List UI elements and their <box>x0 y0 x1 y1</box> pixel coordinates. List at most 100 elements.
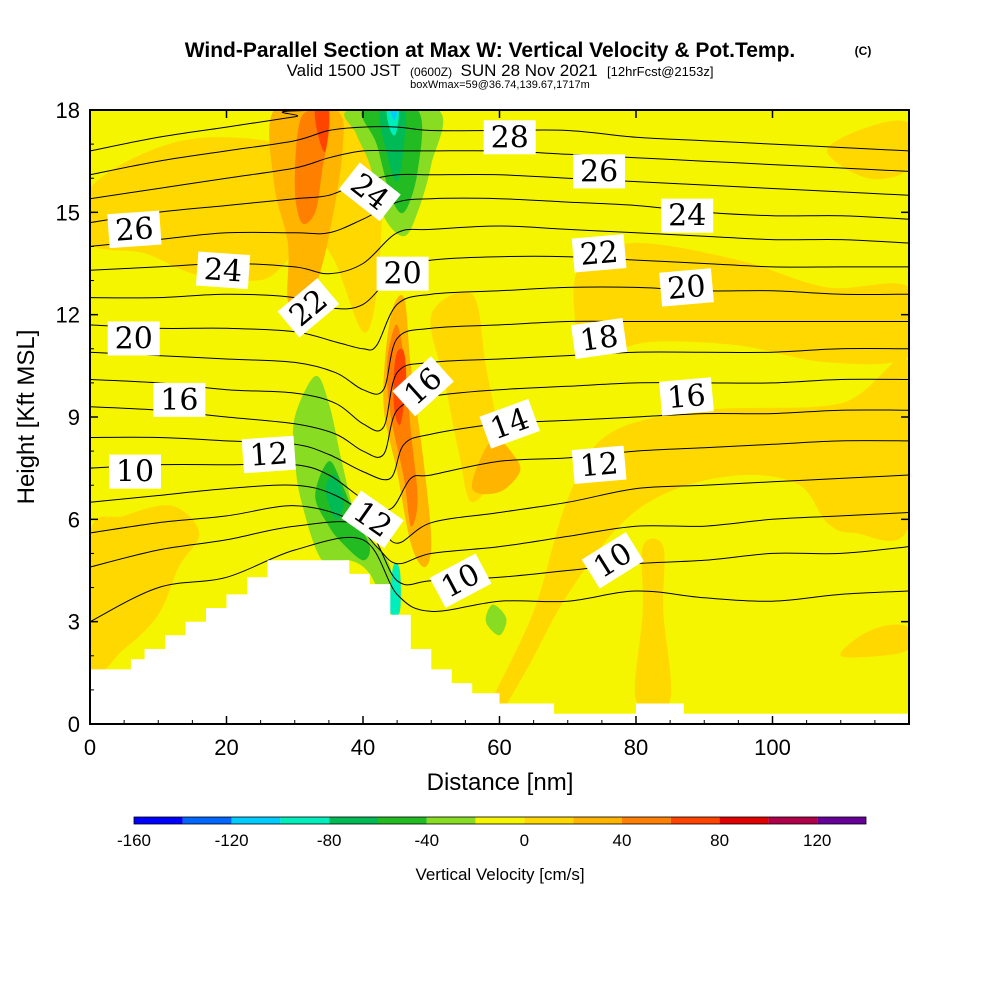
y-tick-label: 6 <box>68 507 80 532</box>
colorbar-swatch <box>622 817 671 824</box>
colorbar-swatch <box>134 817 183 824</box>
chart-subtitle: Valid 1500 JST (0600Z) SUN 28 Nov 2021 [… <box>287 61 714 80</box>
y-tick-label: 9 <box>68 405 80 430</box>
contour-label: 20 <box>107 321 160 357</box>
colorbar-swatch <box>768 817 818 824</box>
contour-label-box <box>659 377 714 416</box>
contour-label: 24 <box>661 198 714 234</box>
x-tick-label: 40 <box>351 735 375 760</box>
contour-label: 12 <box>241 435 296 474</box>
y-tick-label: 3 <box>68 610 80 635</box>
subtitle-valid: Valid 1500 JST <box>287 61 401 80</box>
contour-label-box <box>581 532 644 589</box>
vv-fill-region <box>634 538 672 712</box>
vv-fill-region <box>484 357 909 724</box>
colorbar-swatch <box>817 817 866 824</box>
y-tick-label: 15 <box>56 200 80 225</box>
axes: 0 20 40 60 80 100 0 3 6 9 12 15 18 <box>56 98 909 760</box>
contour-label-box <box>195 251 251 290</box>
vv-fill-region <box>471 440 521 495</box>
y-tick-label: 12 <box>56 303 80 328</box>
theta-contour-line <box>90 110 909 152</box>
contour-label-box <box>241 435 296 474</box>
colorbar-swatch <box>475 817 525 824</box>
contour-labels: 2624201612102224201612102826242220181416… <box>107 120 714 608</box>
contour-label-text: 10 <box>116 455 154 490</box>
colorbar-swatch <box>231 817 281 824</box>
contour-label: 12 <box>571 445 627 485</box>
theta-contour-line <box>90 149 909 200</box>
colorbar-tick-label: -80 <box>317 831 342 850</box>
theta-contour-line <box>90 255 909 310</box>
contour-label-box <box>571 445 627 485</box>
contour-label: 10 <box>109 454 161 490</box>
contour-label-box <box>573 154 626 189</box>
subtitle-date: SUN 28 Nov 2021 <box>461 61 598 80</box>
contour-label: 18 <box>570 318 628 359</box>
contour-label: 24 <box>195 251 251 290</box>
subtitle-fcst: [12hrFcst@2153z] <box>607 64 713 79</box>
vv-fill-region <box>314 110 330 152</box>
x-tick-label: 80 <box>624 735 648 760</box>
contour-label-box <box>661 198 714 233</box>
contour-label-text: 12 <box>249 436 290 474</box>
colorbar-swatch <box>329 817 378 824</box>
vv-fill-region <box>379 110 407 182</box>
contour-label: 22 <box>571 234 627 273</box>
contour-label-box <box>570 318 628 359</box>
contour-label: 16 <box>659 377 714 416</box>
vertical-velocity-fills <box>90 110 909 724</box>
contour-label-text: 20 <box>115 322 153 357</box>
terrain-mask <box>90 560 909 724</box>
vv-fill-region <box>485 604 507 636</box>
theta-contour-line <box>90 173 909 224</box>
colorbar-swatch <box>182 817 232 824</box>
x-tick-label: 100 <box>754 735 791 760</box>
contour-label: 16 <box>153 382 206 418</box>
contour-label-text: 26 <box>580 154 618 189</box>
colorbar-label: Vertical Velocity [cm/s] <box>415 865 584 884</box>
contour-label-box <box>571 234 627 273</box>
contour-label-text: 12 <box>579 446 620 484</box>
colorbar-frame <box>133 816 867 825</box>
theta-contour-line <box>90 320 909 395</box>
y-axis-label: Height [Kft MSL] <box>13 330 40 505</box>
contour-label-box <box>479 398 540 449</box>
contour-label-box <box>153 382 206 417</box>
theta-contour-line <box>90 286 909 351</box>
contour-label: 20 <box>659 268 714 307</box>
vv-fill-region <box>390 563 401 617</box>
vv-fill-region <box>390 110 398 121</box>
contour-label-box <box>341 490 404 549</box>
colorbar-tick-label: -160 <box>117 831 151 850</box>
colorbar-tick-label: -40 <box>415 831 440 850</box>
colorbar-swatch <box>524 817 574 824</box>
colorbar-swatch <box>426 817 476 824</box>
vv-fill-region <box>430 291 500 503</box>
vv-fill-region <box>325 474 344 520</box>
contour-label-text: 24 <box>668 199 706 234</box>
contour-label-box <box>109 454 161 489</box>
colorbar-tick-label: 80 <box>710 831 729 850</box>
contour-label: 28 <box>483 120 536 155</box>
contour-label-text: 16 <box>666 378 707 416</box>
contour-label-text: 28 <box>491 120 529 155</box>
box-info: boxWmax=59@36.74,139.67,1717m <box>410 79 590 91</box>
x-tick-label: 20 <box>214 735 238 760</box>
contour-label-box <box>107 321 160 356</box>
y-tick-label: 0 <box>68 712 80 737</box>
theta-contour-line <box>90 126 909 176</box>
contour-label-text: 22 <box>579 235 620 273</box>
contour-label: 24 <box>338 162 401 222</box>
chart-title: Wind-Parallel Section at Max W: Vertical… <box>185 39 796 62</box>
colorbar-tick-label: 0 <box>520 831 529 850</box>
contour-label-text: 16 <box>160 383 198 418</box>
contour-label-box <box>659 268 714 307</box>
colorbar-swatch <box>378 817 427 824</box>
theta-contour-line <box>90 348 909 432</box>
contour-label-text: 26 <box>114 211 155 249</box>
x-tick-label: 0 <box>84 735 96 760</box>
contour-label-text: 20 <box>666 269 707 307</box>
theta-contour-line <box>90 536 909 623</box>
contour-label: 26 <box>573 154 626 189</box>
